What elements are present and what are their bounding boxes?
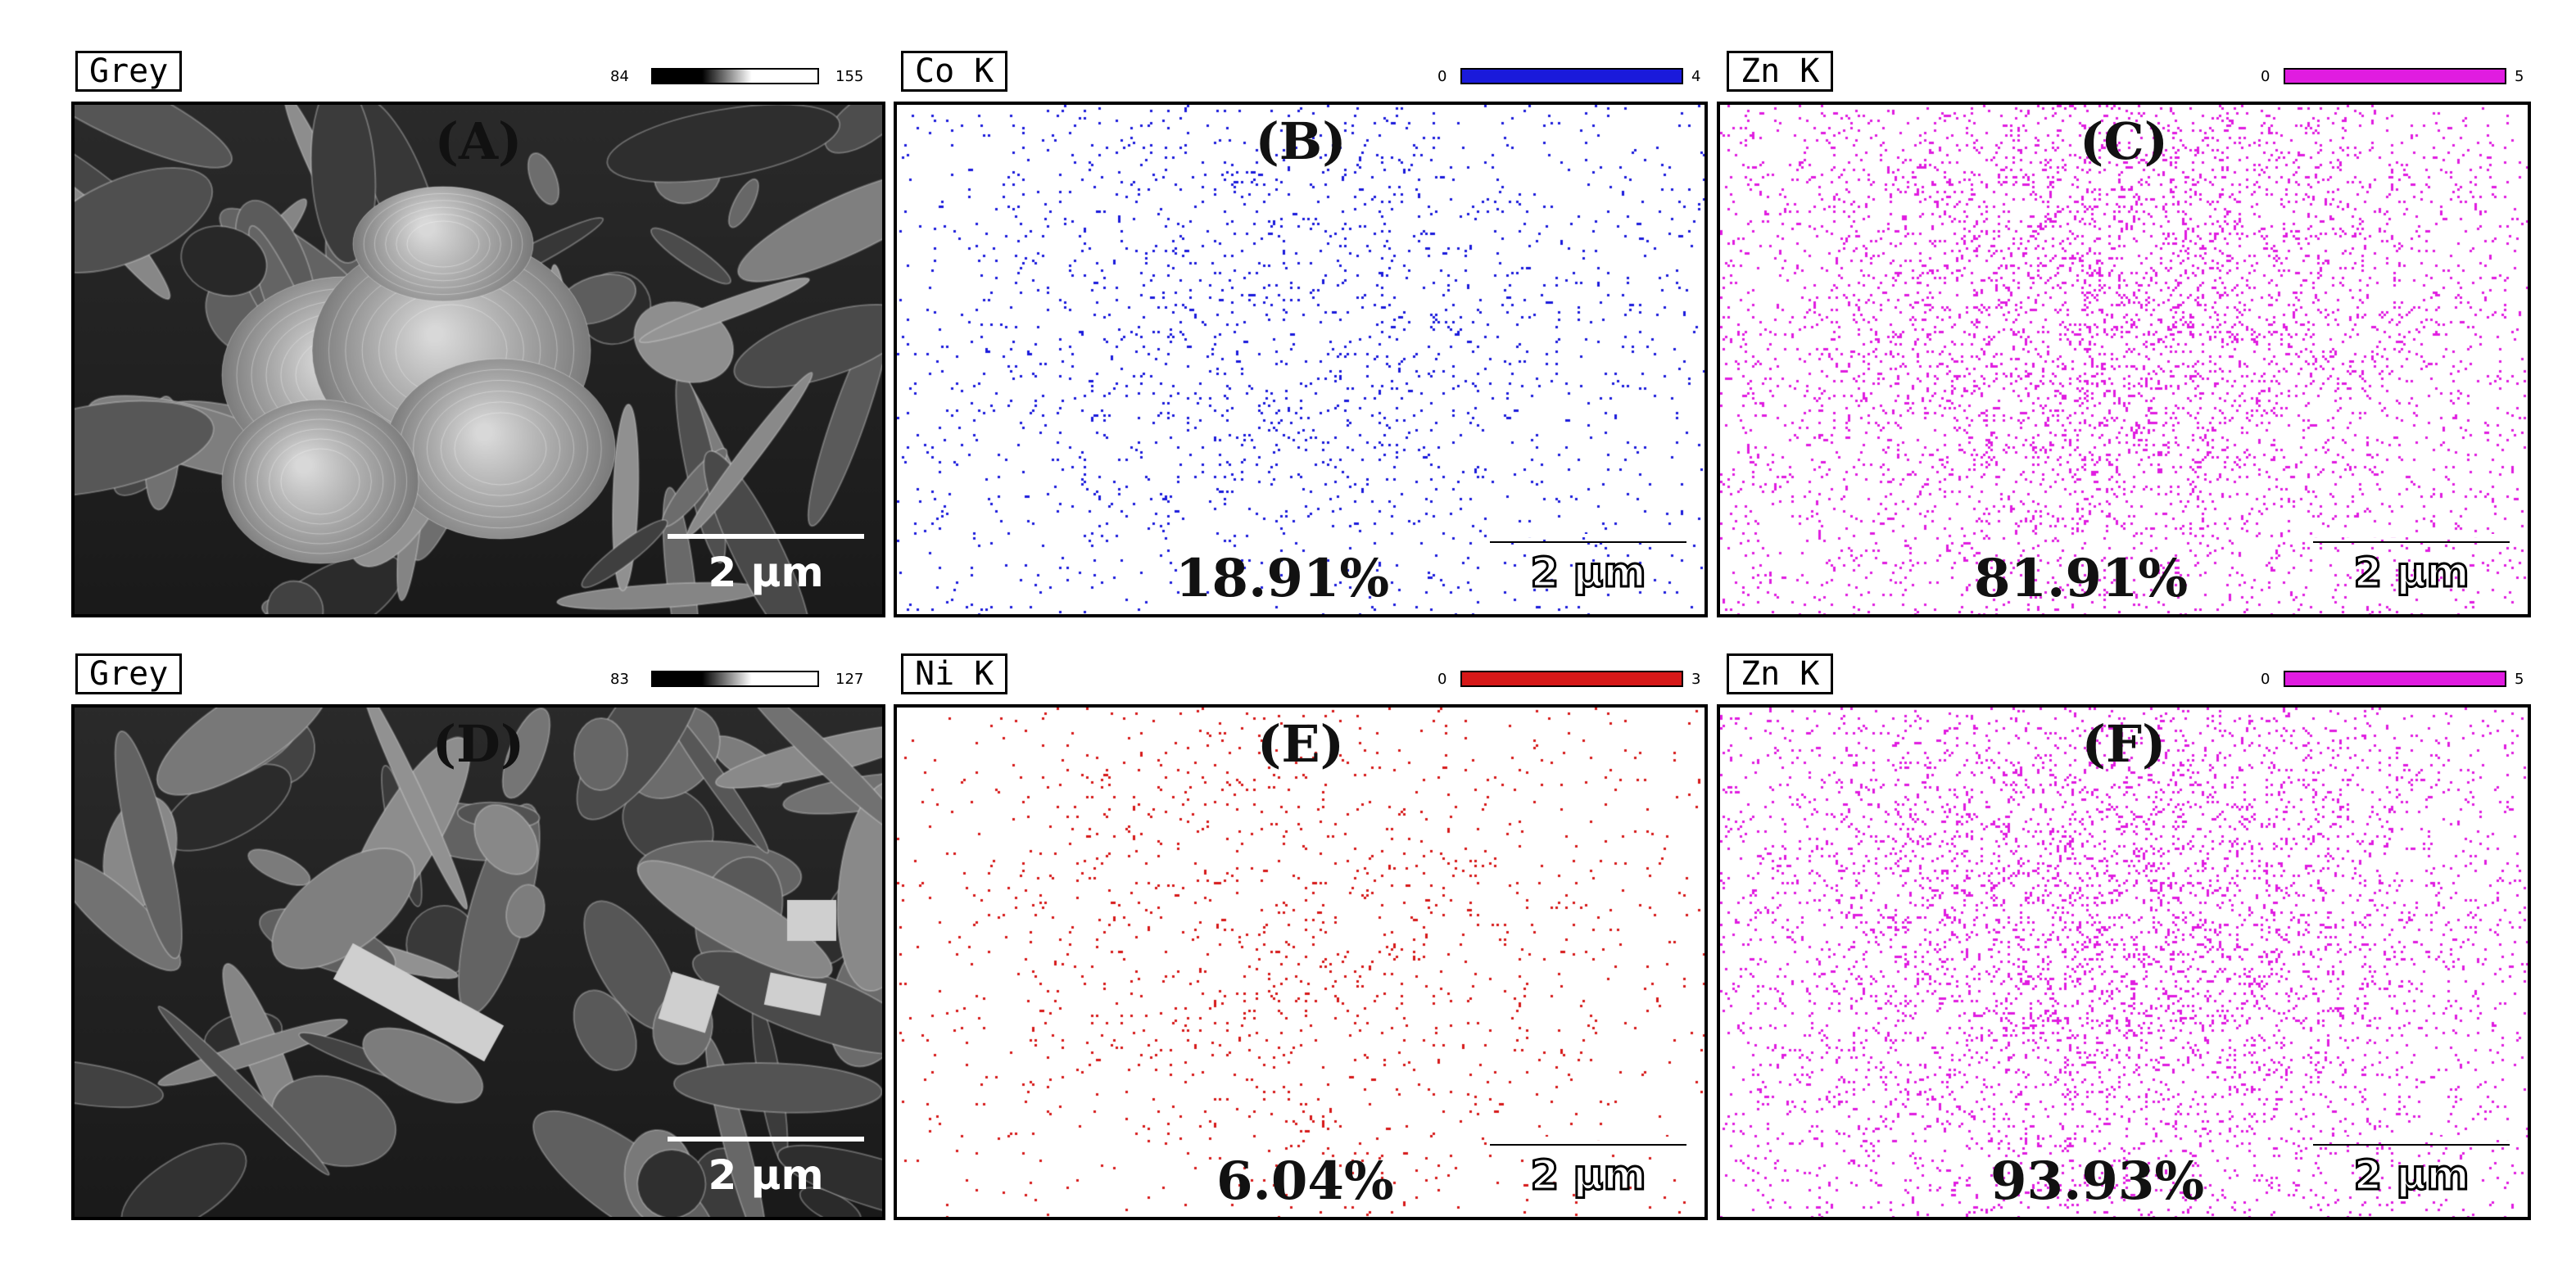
panel-f-scale-bar: 2 µm: [2313, 1137, 2510, 1205]
panel-c-colorbar-max: 5: [2515, 68, 2524, 85]
panel-e-colorbar-swatch: [1460, 671, 1683, 687]
panel-f-scale-text: 2 µm: [2352, 1151, 2470, 1200]
panel-b-colorbar: 0 4: [1429, 64, 1708, 88]
panel-a-sem-image: (A) 2 µm: [71, 102, 885, 617]
panel-b-percentage: 18.91%: [1175, 548, 1390, 609]
panel-d-colorbar-max: 127: [835, 671, 864, 688]
panel-c-colorbar-swatch: [2284, 68, 2506, 84]
panel-e-percentage: 6.04%: [1216, 1151, 1394, 1212]
panel-f-colorbar-max: 5: [2515, 671, 2524, 688]
panel-a-canvas: [75, 105, 882, 614]
panel-f-zn-map: (F) 93.93% 2 µm: [1717, 704, 2531, 1220]
panel-e-canvas: [897, 708, 1705, 1217]
panel-a-scale-bar: 2 µm: [668, 534, 864, 603]
panel-b-tag: Co K: [901, 51, 1008, 92]
panel-e-scale-text: 2 µm: [1529, 1151, 1647, 1200]
panel-b-label: (B): [1255, 111, 1347, 171]
panel-f-tag: Zn K: [1727, 653, 1834, 694]
panel-a-colorbar-max: 155: [835, 68, 864, 85]
panel-c-scale-bar: 2 µm: [2313, 534, 2510, 603]
panel-b-colorbar-min: 0: [1437, 68, 1447, 85]
panel-c-colorbar-min: 0: [2261, 68, 2270, 85]
panel-b-scale-bar: 2 µm: [1490, 534, 1686, 603]
panel-b-canvas: [897, 105, 1705, 614]
panel-a-colorbar-min: 84: [610, 68, 629, 85]
panel-f-percentage: 93.93%: [1990, 1151, 2205, 1212]
panel-c-scale-text: 2 µm: [2352, 548, 2470, 598]
panel-d-colorbar: 83 127: [602, 667, 881, 691]
panel-e-colorbar-min: 0: [1437, 671, 1447, 688]
panel-f-colorbar: 0 5: [2252, 667, 2531, 691]
panel-c-colorbar: 0 5: [2252, 64, 2531, 88]
panel-f-colorbar-swatch: [2284, 671, 2506, 687]
panel-d-scale-bar: 2 µm: [668, 1137, 864, 1205]
panel-e-label: (E): [1257, 714, 1344, 774]
panel-c-percentage: 81.91%: [1974, 548, 2189, 609]
panel-e-colorbar-max: 3: [1691, 671, 1701, 688]
panel-c-tag: Zn K: [1727, 51, 1834, 92]
panel-c-zn-map: (C) 81.91% 2 µm: [1717, 102, 2531, 617]
panel-b-co-map: (B) 18.91% 2 µm: [894, 102, 1708, 617]
panel-b-scale-text: 2 µm: [1529, 548, 1647, 598]
panel-d-colorbar-gradient: [651, 671, 819, 687]
panel-f-colorbar-min: 0: [2261, 671, 2270, 688]
panel-d-colorbar-min: 83: [610, 671, 629, 688]
panel-e-tag: Ni K: [901, 653, 1008, 694]
panel-a-label: (A): [434, 111, 523, 171]
panel-a-colorbar-gradient: [651, 68, 819, 84]
panel-d-scale-text: 2 µm: [708, 1151, 824, 1199]
panel-b-colorbar-swatch: [1460, 68, 1683, 84]
panel-a-tag: Grey: [75, 51, 183, 92]
panel-c-label: (C): [2079, 111, 2168, 171]
panel-a-scale-text: 2 µm: [708, 549, 824, 596]
panel-d-label: (D): [432, 714, 525, 774]
panel-f-label: (F): [2081, 714, 2166, 774]
panel-e-ni-map: (E) 6.04% 2 µm: [894, 704, 1708, 1220]
panel-e-scale-bar: 2 µm: [1490, 1137, 1686, 1205]
panel-b-colorbar-max: 4: [1691, 68, 1701, 85]
panel-e-colorbar: 0 3: [1429, 667, 1708, 691]
panel-d-tag: Grey: [75, 653, 183, 694]
panel-c-canvas: [1720, 105, 2528, 614]
panel-d-sem-image: (D) 2 µm: [71, 704, 885, 1220]
panel-f-canvas: [1720, 708, 2528, 1217]
panel-d-canvas: [75, 708, 882, 1217]
panel-a-colorbar: 84 155: [602, 64, 881, 88]
